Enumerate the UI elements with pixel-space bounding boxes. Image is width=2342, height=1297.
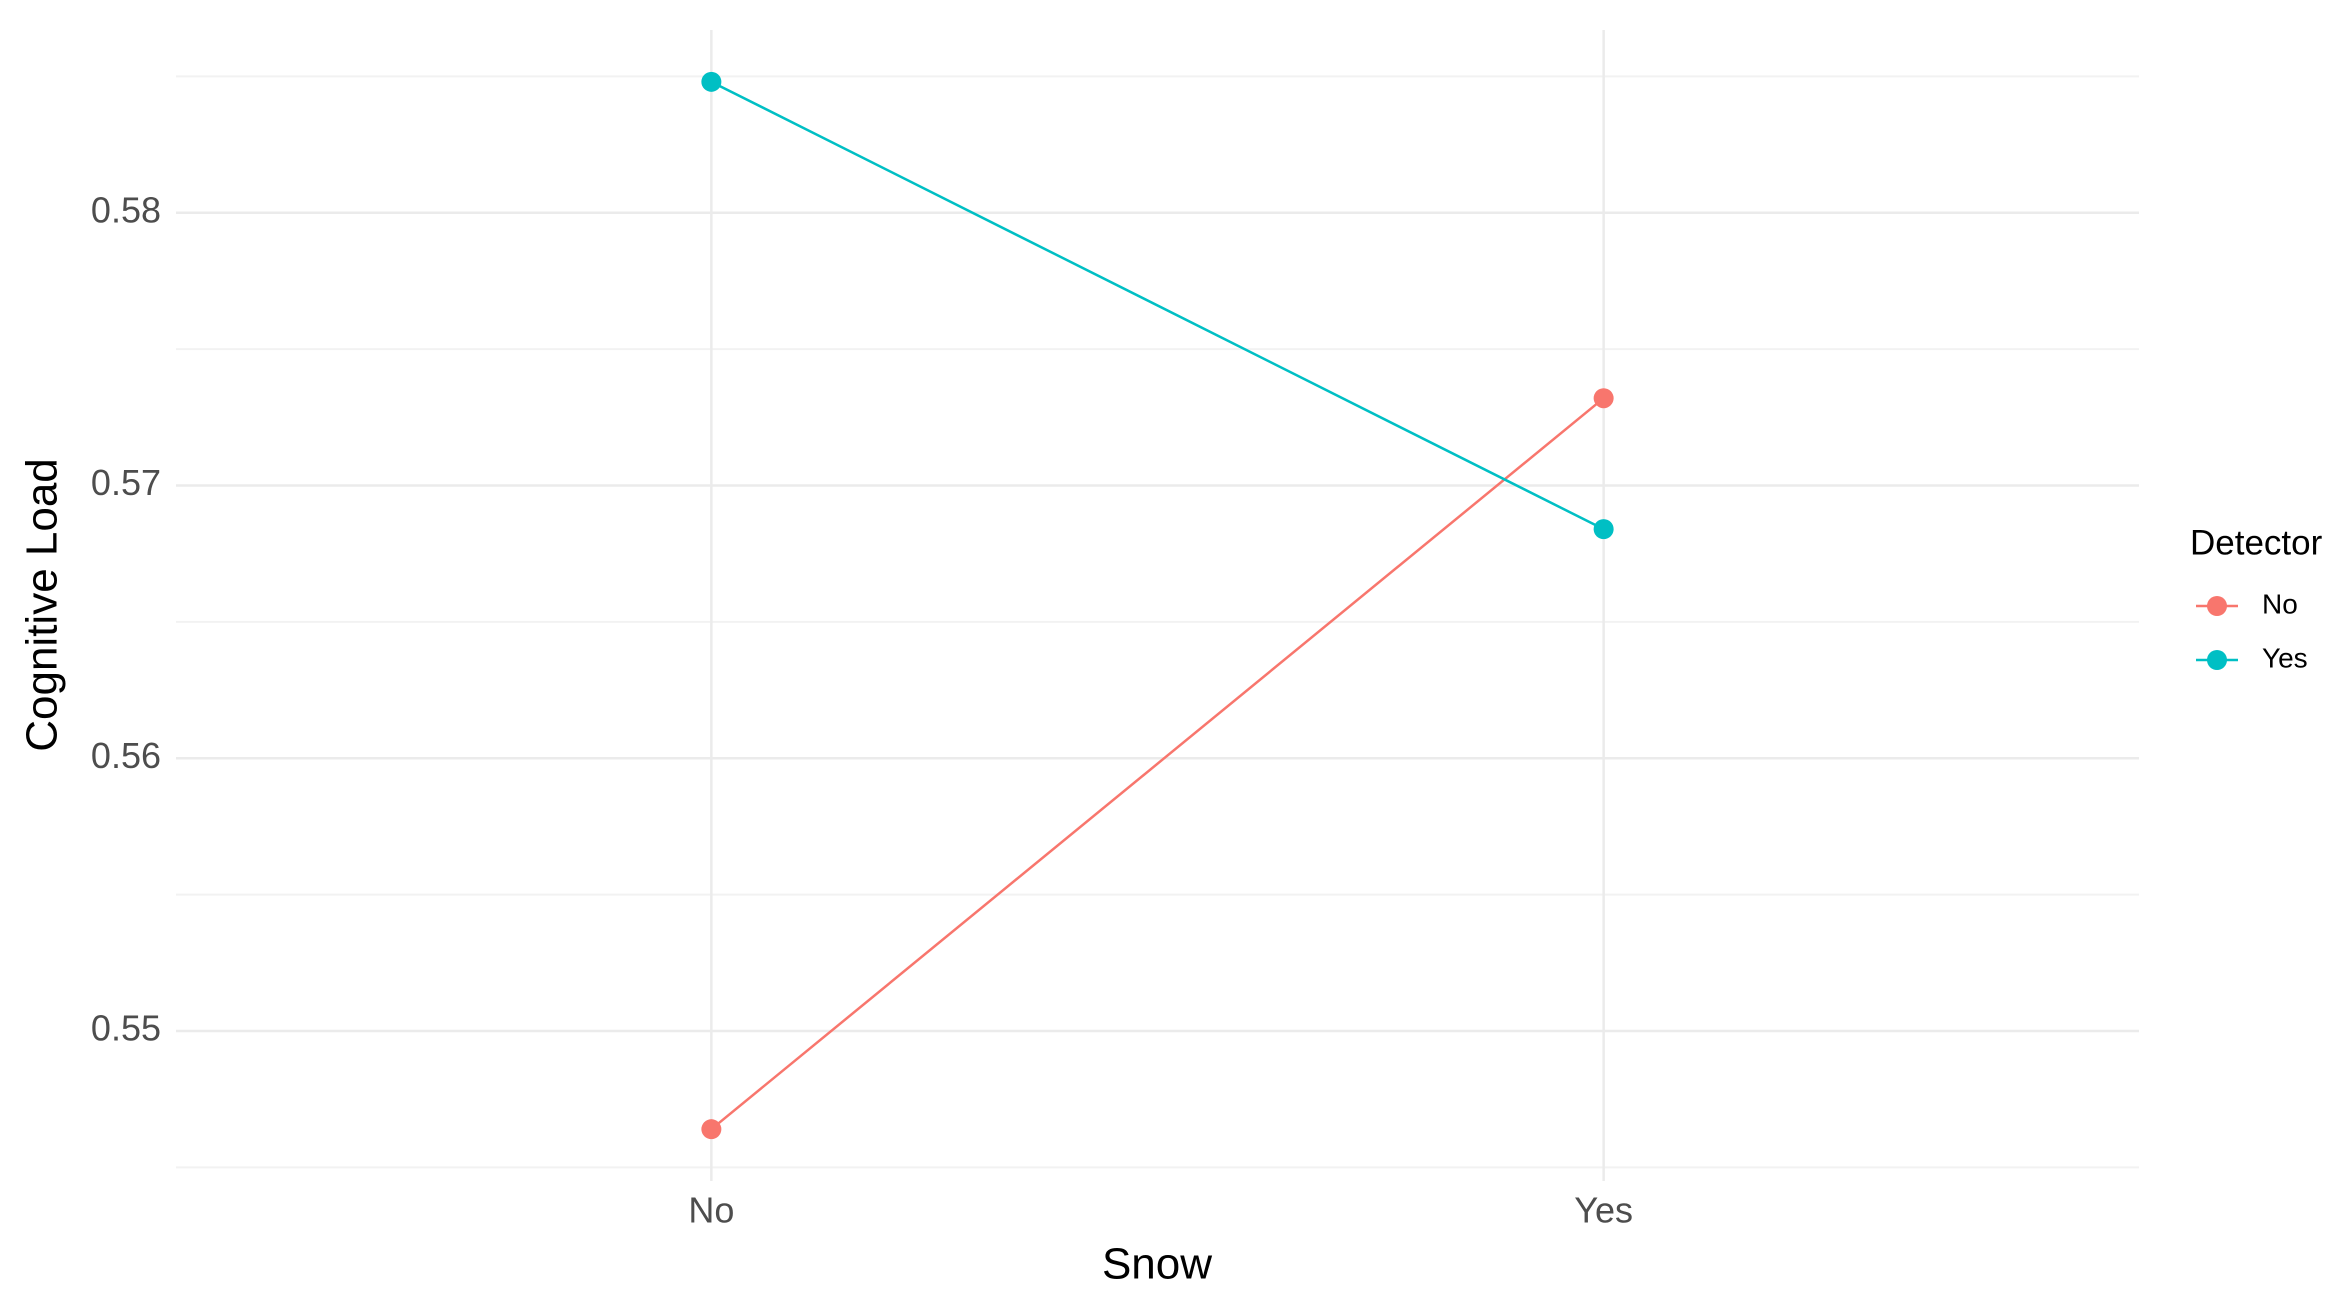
y-tick-label: 0.57 [91, 462, 161, 503]
point [701, 71, 722, 92]
x-tick-label: Yes [1574, 1190, 1633, 1231]
point [1593, 519, 1614, 540]
y-tick-label: 0.55 [91, 1008, 161, 1049]
y-tick-label: 0.56 [91, 735, 161, 776]
x-tick-label: No [688, 1190, 734, 1231]
series-line [710, 397, 1605, 1131]
legend-key-point [2207, 596, 2227, 616]
legend-label: No [2262, 588, 2298, 619]
legend-key-point [2207, 650, 2227, 670]
y-axis-title: Cognitive Load [18, 458, 67, 752]
point [1593, 388, 1614, 409]
y-tick-label: 0.58 [91, 189, 161, 230]
legend-title: Detector [2190, 523, 2323, 562]
legend-label: Yes [2262, 642, 2308, 673]
point [701, 1119, 722, 1140]
series-line [710, 80, 1605, 531]
x-axis-title: Snow [1102, 1240, 1212, 1289]
